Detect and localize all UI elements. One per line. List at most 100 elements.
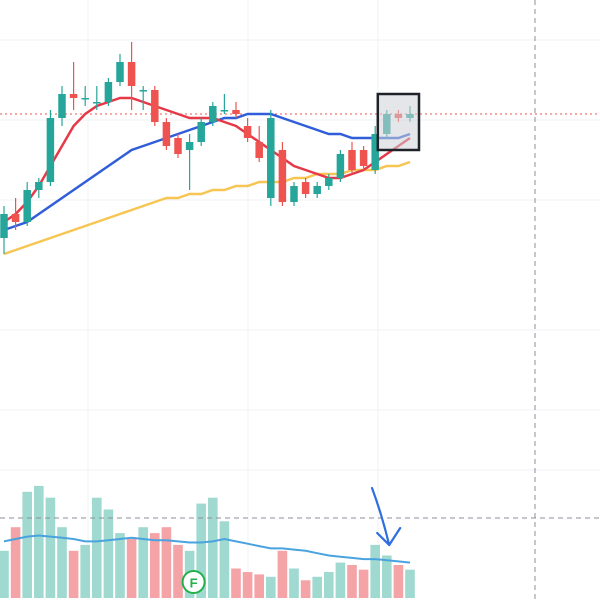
volume-bar (45, 497, 56, 598)
candle-body (81, 98, 89, 100)
volume-bar (126, 539, 137, 598)
candle-body (325, 178, 333, 186)
candle-body (23, 190, 31, 222)
volume-bar (347, 564, 357, 598)
candle-body (104, 82, 113, 102)
volume-bar (68, 550, 79, 598)
candle-body (197, 122, 205, 142)
volume-bar (208, 497, 218, 598)
candle (267, 110, 275, 206)
candle-body (359, 150, 368, 166)
candle (0, 206, 8, 254)
candle-body (301, 182, 310, 194)
candle (243, 118, 252, 142)
candle (11, 198, 20, 230)
candle-body (46, 118, 55, 182)
volume-bar (103, 509, 114, 598)
volume-bar (138, 527, 148, 598)
candle-body (371, 134, 379, 170)
volume-bar (80, 544, 90, 598)
volume-bar (370, 544, 380, 598)
candle-body (220, 110, 229, 112)
volume-bars (0, 485, 415, 598)
candle-body (162, 122, 171, 146)
candle (69, 62, 78, 110)
candle (301, 178, 310, 198)
candle-body (35, 182, 43, 190)
volume-bar (34, 485, 44, 598)
volume-bar (92, 497, 102, 598)
candle-body (11, 214, 20, 222)
volume-bar (10, 527, 21, 598)
candle-body (313, 186, 321, 194)
candle (313, 182, 321, 198)
candle (325, 174, 333, 190)
volume-bar (173, 544, 183, 598)
volume-bar (57, 527, 67, 598)
volume-bar (254, 574, 264, 598)
volume-bar (324, 572, 334, 598)
candle (359, 146, 368, 170)
volume-bar (382, 555, 392, 598)
volume-bar (0, 550, 9, 598)
candle (278, 142, 287, 206)
candle-body (93, 102, 101, 104)
ma-mid-line (3, 112, 411, 232)
volume-bar (335, 562, 346, 598)
candle (46, 110, 55, 186)
volume-bar (115, 533, 125, 598)
annotation-arrow-icon (370, 486, 402, 547)
candle-body (209, 106, 217, 122)
volume-bar (150, 533, 160, 598)
candle (151, 86, 159, 126)
candle (174, 134, 182, 158)
candle-body (69, 94, 78, 98)
candle-body (174, 138, 182, 154)
volume-bar (242, 572, 253, 598)
candle-body (243, 126, 252, 138)
marker-label: F (190, 576, 198, 591)
arrow-head (376, 526, 402, 547)
volume-marker[interactable]: F (181, 570, 206, 594)
candle (104, 78, 113, 106)
candle (23, 182, 31, 226)
candle-body (127, 62, 136, 86)
highlight-box[interactable] (376, 92, 421, 152)
candle-body (151, 90, 159, 122)
candle-body (290, 186, 298, 202)
volume-moving-average-line (3, 534, 411, 564)
candle (127, 42, 136, 110)
candle (185, 134, 194, 190)
volume-bar (22, 491, 32, 598)
candle-body (278, 150, 287, 202)
candle (371, 126, 379, 174)
candle (162, 118, 171, 150)
candle (290, 182, 298, 206)
volume-bar (277, 550, 288, 598)
candle (93, 86, 101, 110)
arrow-shaft (370, 486, 391, 547)
volume-bar (405, 569, 415, 598)
volume-bar (300, 580, 311, 598)
candle (220, 94, 229, 114)
candle (139, 86, 147, 110)
volume-bar (358, 569, 369, 598)
candle (209, 102, 217, 126)
candle-body (185, 142, 194, 150)
candle-body (139, 90, 147, 92)
volume-bar (312, 576, 322, 598)
candle (197, 118, 205, 146)
volume-bar (289, 568, 299, 598)
candle-body (267, 118, 275, 198)
volume-bar (161, 527, 172, 598)
candle-body (232, 110, 240, 114)
candle-body (255, 142, 263, 158)
volume-bar (266, 576, 276, 598)
volume-bar (219, 521, 230, 598)
candle-body (348, 150, 356, 170)
candle (348, 142, 356, 174)
candle-body (58, 94, 66, 118)
candle-body (116, 62, 124, 82)
